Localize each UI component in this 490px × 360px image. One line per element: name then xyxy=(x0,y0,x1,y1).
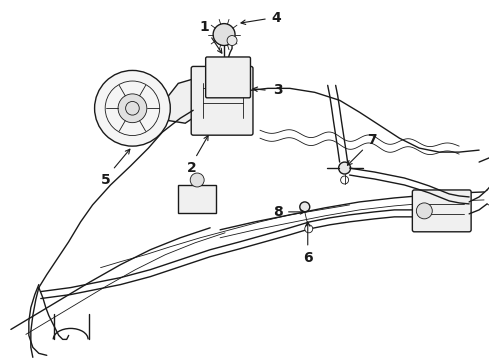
Circle shape xyxy=(341,176,348,184)
Circle shape xyxy=(416,203,432,219)
Circle shape xyxy=(213,24,235,45)
Circle shape xyxy=(95,71,171,146)
Circle shape xyxy=(118,94,147,123)
Text: 4: 4 xyxy=(271,11,281,24)
Circle shape xyxy=(227,36,237,45)
FancyBboxPatch shape xyxy=(178,185,216,213)
Text: 8: 8 xyxy=(273,205,283,219)
Circle shape xyxy=(300,202,310,212)
Circle shape xyxy=(236,84,244,92)
Circle shape xyxy=(305,225,313,233)
Polygon shape xyxy=(167,78,205,123)
Text: 1: 1 xyxy=(199,19,209,33)
FancyBboxPatch shape xyxy=(206,57,250,98)
FancyBboxPatch shape xyxy=(413,190,471,232)
Text: 3: 3 xyxy=(273,84,283,97)
Text: 2: 2 xyxy=(187,161,197,175)
Circle shape xyxy=(339,162,350,174)
Circle shape xyxy=(190,173,204,187)
Text: 7: 7 xyxy=(367,133,376,147)
FancyBboxPatch shape xyxy=(191,67,253,135)
Text: 5: 5 xyxy=(100,173,110,187)
Text: 6: 6 xyxy=(303,251,313,265)
